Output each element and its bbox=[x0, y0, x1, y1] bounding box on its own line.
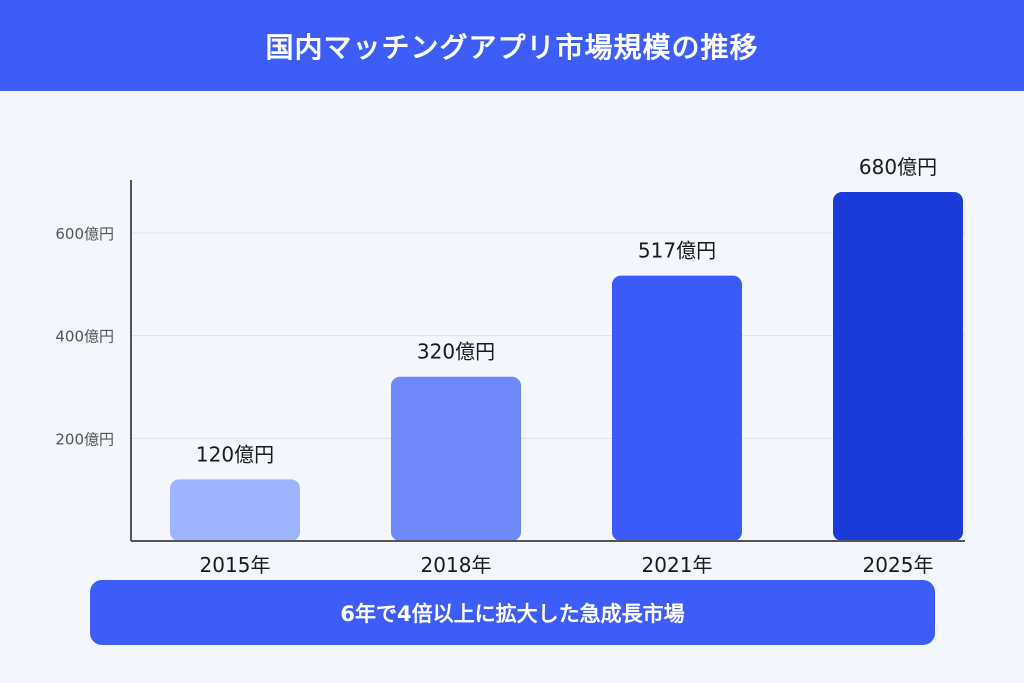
bar bbox=[391, 376, 521, 541]
bar bbox=[612, 275, 742, 541]
page-title: 国内マッチングアプリ市場規模の推移 bbox=[265, 30, 759, 64]
summary-banner: 6年で4倍以上に拡大した急成長市場 bbox=[90, 580, 935, 645]
summary-text: 6年で4倍以上に拡大した急成長市場 bbox=[340, 601, 685, 626]
bar bbox=[833, 191, 963, 541]
x-tick-label: 2018年 bbox=[421, 553, 492, 577]
y-tick-label: 200億円 bbox=[55, 430, 114, 448]
bar bbox=[170, 479, 300, 541]
data-label: 320億円 bbox=[417, 340, 495, 364]
y-tick-label: 600億円 bbox=[55, 225, 114, 243]
y-tick-label: 400億円 bbox=[55, 328, 114, 346]
data-label: 680億円 bbox=[859, 155, 937, 179]
x-tick-label: 2015年 bbox=[200, 553, 271, 577]
data-label: 517億円 bbox=[638, 239, 716, 263]
x-tick-label: 2021年 bbox=[642, 553, 713, 577]
data-label: 120億円 bbox=[196, 442, 274, 466]
title-banner: 国内マッチングアプリ市場規模の推移 bbox=[0, 0, 1024, 91]
x-tick-label: 2025年 bbox=[863, 553, 934, 577]
